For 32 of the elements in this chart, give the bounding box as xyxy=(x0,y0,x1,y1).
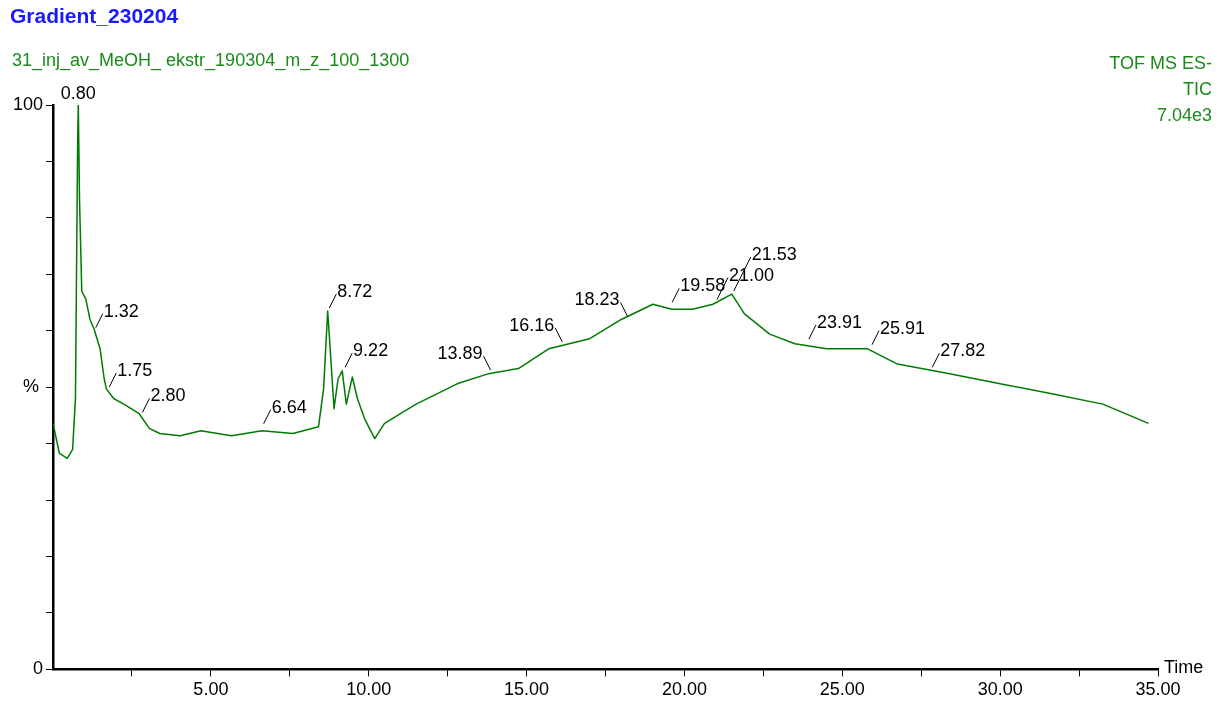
annotation: 21.00 xyxy=(729,264,775,285)
annotation: 25.91 xyxy=(880,317,926,338)
y-tick-label: 0 xyxy=(33,658,44,679)
x-axis-title: Time xyxy=(1164,657,1204,678)
annotation: 18.23 xyxy=(574,289,620,310)
annotation: 13.89 xyxy=(437,343,483,364)
text: TIC xyxy=(1182,78,1212,101)
annotation: 1.32 xyxy=(103,300,139,321)
text: TOF MS ES- xyxy=(1109,52,1212,75)
annotation: 6.64 xyxy=(271,396,307,417)
annotation: 21.53 xyxy=(751,244,797,265)
annotation: 1.75 xyxy=(117,360,153,381)
chart-title: Gradient_230204 xyxy=(10,4,179,28)
annotation: 0.80 xyxy=(60,83,96,103)
annotation: 19.58 xyxy=(680,275,726,296)
x-tick-label: 5.00 xyxy=(193,679,229,700)
y-tick-label: 100 xyxy=(12,93,44,114)
x-tick-label: 20.00 xyxy=(661,679,707,700)
annotation: 8.72 xyxy=(337,281,373,302)
y-axis-title: % xyxy=(23,376,40,397)
annotation: 9.22 xyxy=(353,340,389,361)
annotation: 27.82 xyxy=(940,340,986,361)
annotation: 2.80 xyxy=(150,385,186,406)
x-tick-label: 25.00 xyxy=(819,679,865,700)
annotation: 7.04e3 xyxy=(1155,104,1212,127)
x-tick-label: 15.00 xyxy=(504,679,550,700)
chart-subtitle: 31_inj_av_MeOH_ ekstr_190304_m_z_100_1300 xyxy=(12,50,410,71)
x-tick-label: 10.00 xyxy=(346,679,392,700)
x-tick-label: 30.00 xyxy=(977,679,1023,700)
annotation: 16.16 xyxy=(509,314,555,335)
annotation: 23.91 xyxy=(816,312,862,333)
x-tick-label: 35.00 xyxy=(1135,679,1181,700)
